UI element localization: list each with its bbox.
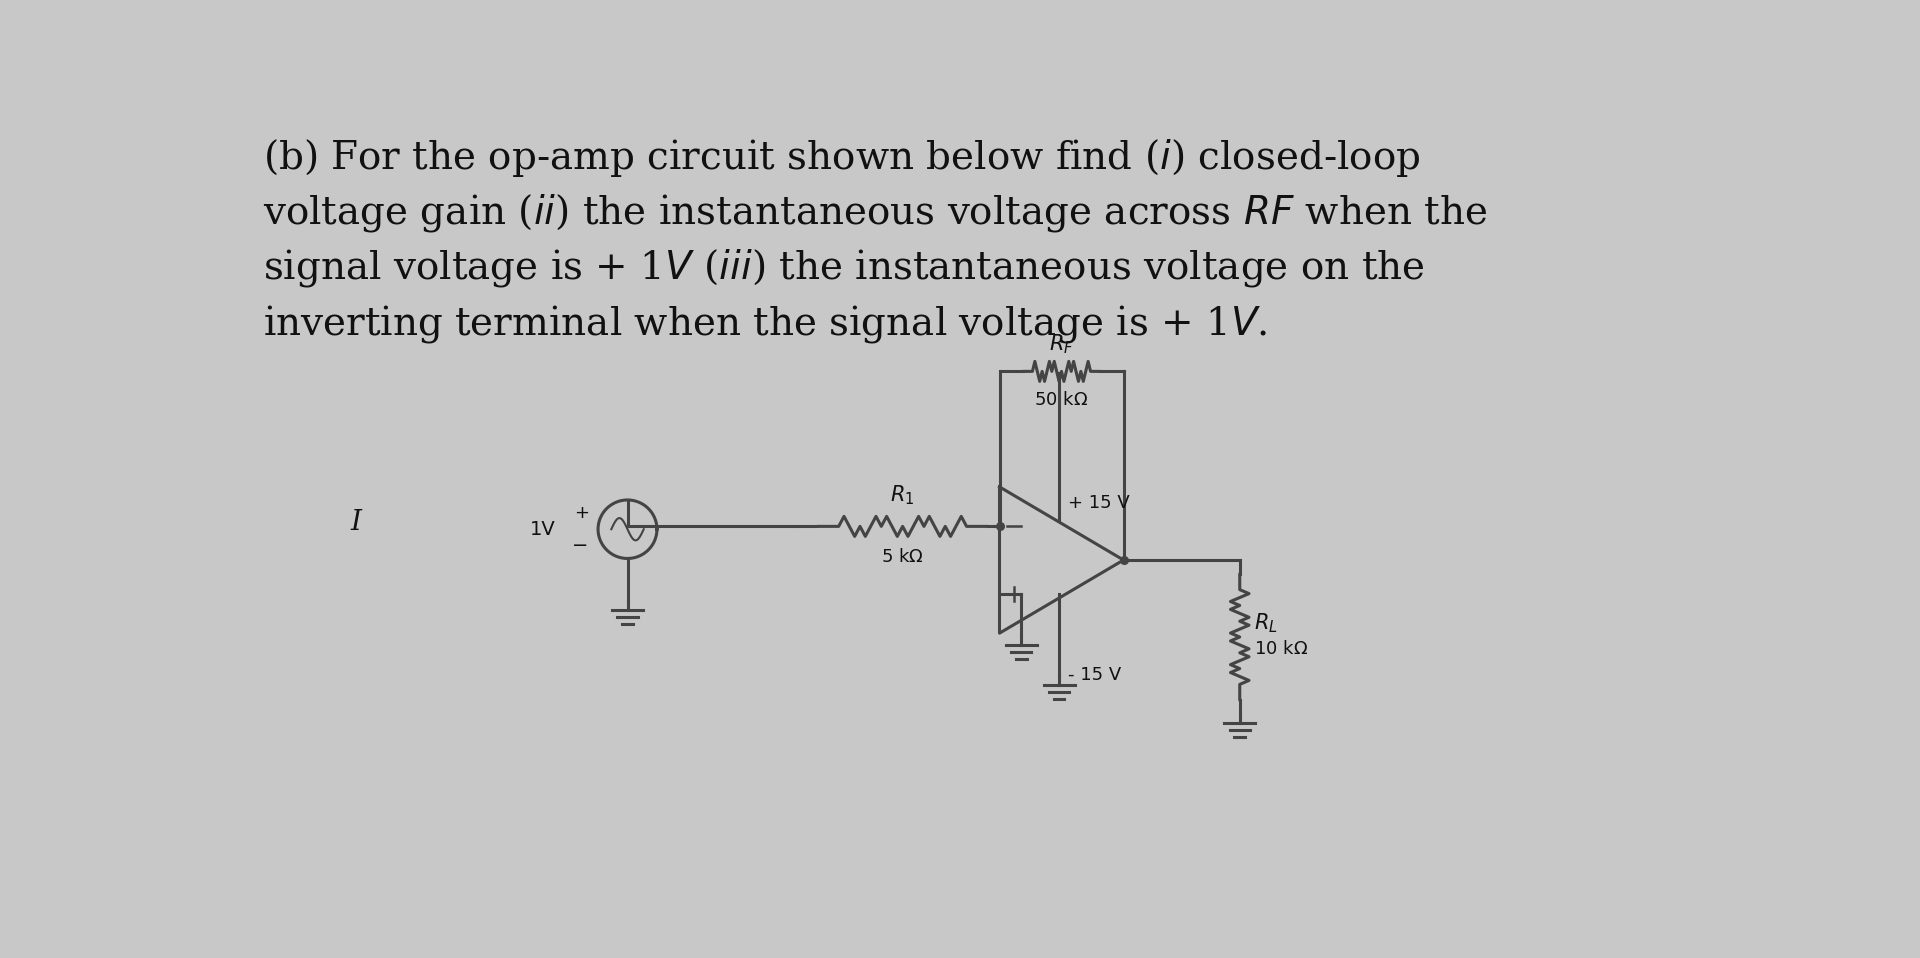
Text: I: I [351, 509, 361, 536]
Text: + 15 V: + 15 V [1068, 493, 1131, 512]
Text: voltage gain ($ii$) the instantaneous voltage across $RF$ when the: voltage gain ($ii$) the instantaneous vo… [263, 192, 1488, 234]
Text: $R_F$: $R_F$ [1048, 332, 1073, 356]
Text: 10 k$\Omega$: 10 k$\Omega$ [1254, 640, 1308, 657]
Text: 50 k$\Omega$: 50 k$\Omega$ [1035, 392, 1089, 409]
Text: 5 k$\Omega$: 5 k$\Omega$ [881, 548, 924, 566]
Text: (b) For the op-amp circuit shown below find ($i$) closed-loop: (b) For the op-amp circuit shown below f… [263, 137, 1421, 178]
Text: −: − [572, 536, 589, 555]
Text: +: + [574, 504, 589, 522]
Text: inverting terminal when the signal voltage is + 1$V$.: inverting terminal when the signal volta… [263, 303, 1267, 345]
Text: - 15 V: - 15 V [1068, 666, 1121, 684]
Text: $R_L$: $R_L$ [1254, 611, 1277, 635]
Text: 1V: 1V [530, 520, 555, 538]
Text: $R_1$: $R_1$ [891, 484, 914, 507]
Text: signal voltage is + 1$V$ ($iii$) the instantaneous voltage on the: signal voltage is + 1$V$ ($iii$) the ins… [263, 247, 1425, 289]
